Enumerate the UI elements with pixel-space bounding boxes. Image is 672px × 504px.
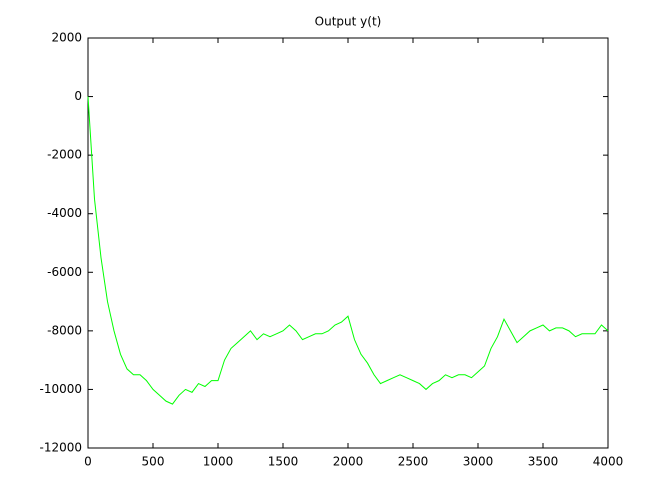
x-tick-label: 500 xyxy=(142,455,165,469)
chart-title: Output y(t) xyxy=(315,15,382,29)
y-tick-label: -12000 xyxy=(39,441,82,455)
x-tick-label: 4000 xyxy=(593,455,624,469)
x-tick-label: 3500 xyxy=(528,455,559,469)
y-tick-label: -10000 xyxy=(39,382,82,396)
data-line xyxy=(87,96,609,405)
y-tick-label: -8000 xyxy=(47,323,82,337)
x-tick-label: 1000 xyxy=(203,455,234,469)
y-tick-label: -2000 xyxy=(47,148,82,162)
x-tick-label: 0 xyxy=(84,455,92,469)
y-tick-label: -4000 xyxy=(47,206,82,220)
x-tick-label: 1500 xyxy=(268,455,299,469)
y-tick-label: 0 xyxy=(74,89,82,103)
plot-frame xyxy=(87,37,609,449)
x-tick-label: 2500 xyxy=(398,455,429,469)
x-tick-label: 2000 xyxy=(333,455,364,469)
y-tick-label: 2000 xyxy=(51,31,82,45)
y-tick-label: -6000 xyxy=(47,265,82,279)
x-tick-label: 3000 xyxy=(463,455,494,469)
